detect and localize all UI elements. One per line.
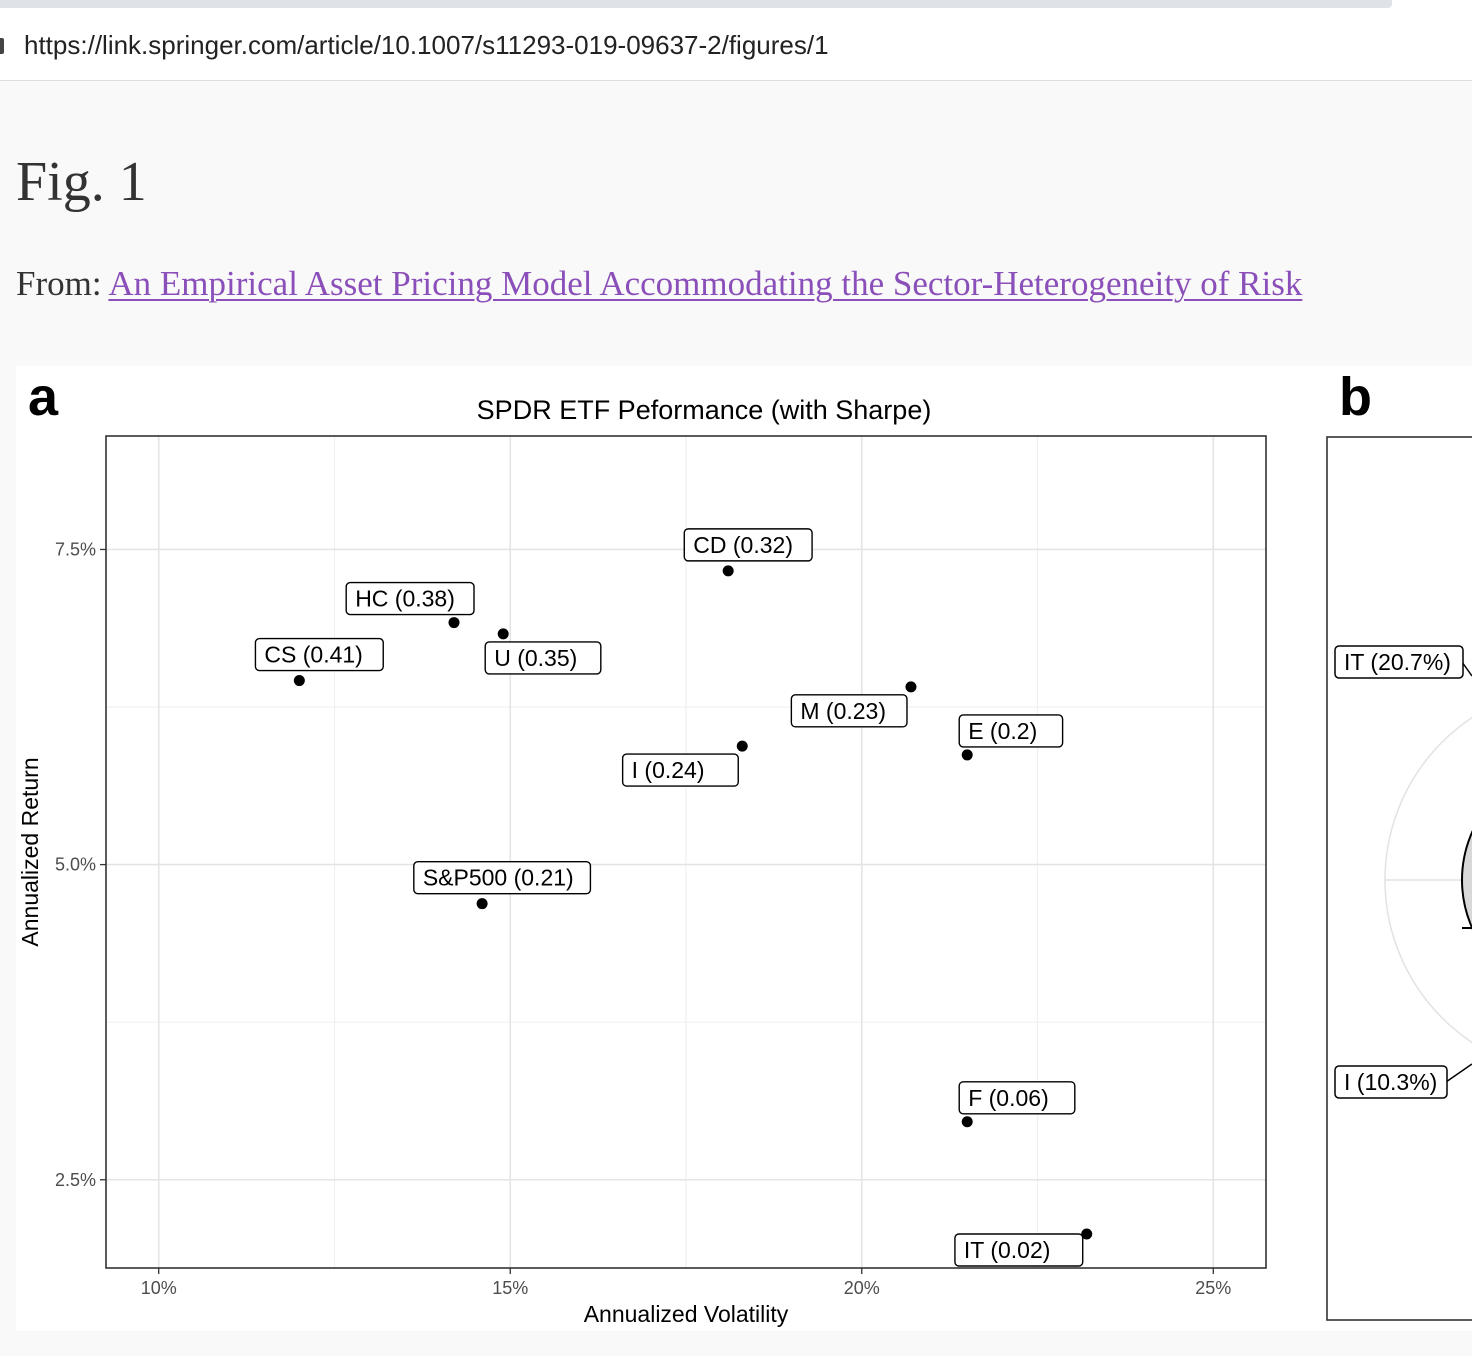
x-tick-label: 15% — [492, 1278, 528, 1298]
panel-b-letter: b — [1339, 367, 1372, 427]
point-label-box — [958, 1081, 1076, 1115]
data-point — [736, 740, 748, 752]
point-label-box — [345, 581, 475, 616]
figure-title: Fig. 1 — [16, 151, 147, 213]
from-label: From: — [16, 264, 102, 303]
browser-address-bar: https://link.springer.com/article/10.100… — [0, 0, 1472, 81]
panel-b-label-it: IT (20.7%) — [1344, 649, 1451, 675]
data-point — [1081, 1228, 1093, 1240]
point-label: F (0.06) — [968, 1085, 1049, 1111]
data-point — [293, 675, 305, 687]
data-point — [961, 749, 973, 761]
y-tick-label: 7.5% — [55, 539, 96, 559]
point-label: CS (0.41) — [264, 642, 362, 668]
chart-title: SPDR ETF Peformance (with Sharpe) — [477, 395, 932, 425]
panel-b-leader-2 — [1445, 1063, 1472, 1083]
data-point — [476, 898, 488, 910]
figure-svg: a b SPDR ETF Peformance (with Sharpe) 10… — [17, 367, 1472, 1327]
plot-border — [105, 435, 1267, 1269]
x-axis-label: Annualized Volatility — [584, 1301, 789, 1327]
panel-b-pie — [1461, 830, 1472, 930]
article-link[interactable]: An Empirical Asset Pricing Model Accommo… — [108, 264, 1303, 303]
point-label: HC (0.38) — [355, 586, 455, 612]
url-text[interactable]: https://link.springer.com/article/10.100… — [24, 30, 829, 60]
point-label: E (0.2) — [968, 718, 1037, 744]
point-label-box — [413, 860, 592, 895]
point-label-box — [790, 694, 908, 728]
x-tick-label: 20% — [844, 1278, 880, 1298]
point-label-box — [954, 1233, 1084, 1267]
data-points: CD (0.32) HC (0.38) U (0.35) CS (0.41) M (0.… — [254, 528, 1093, 1267]
y-tick-label: 5.0% — [55, 855, 96, 875]
data-point — [497, 628, 509, 640]
point-label: S&P500 (0.21) — [423, 865, 574, 891]
panel-b-label-box-it — [1334, 645, 1464, 679]
source-line: From: An Empirical Asset Pricing Model A… — [16, 264, 1302, 304]
figure-image: a b SPDR ETF Peformance (with Sharpe) 10… — [16, 366, 1472, 1331]
point-label-box — [254, 637, 384, 672]
lock-icon — [0, 38, 4, 54]
data-point — [448, 617, 460, 629]
x-tick-label: 10% — [141, 1278, 177, 1298]
point-label: CD (0.32) — [693, 532, 793, 558]
panel-b-border — [1326, 436, 1472, 1321]
point-label: IT (0.02) — [964, 1237, 1051, 1263]
grid-lines — [106, 436, 1266, 1268]
point-label: U (0.35) — [494, 645, 577, 671]
panel-a-letter: a — [28, 367, 59, 427]
point-label-box — [484, 641, 602, 675]
point-label: I (0.24) — [632, 757, 705, 783]
axis-ticks: 10% 15% 20% 25% 2.5% 5.0% 7.5% — [55, 539, 1231, 1298]
point-label-box — [621, 753, 739, 787]
y-axis-label: Annualized Return — [17, 757, 43, 946]
data-point — [961, 1116, 973, 1128]
data-point — [905, 681, 917, 693]
panel-b-chart: IT (20.7%) I (10.3%) — [1326, 436, 1472, 1321]
point-label-box — [683, 528, 813, 562]
point-label: M (0.23) — [800, 698, 886, 724]
panel-b-label-i: I (10.3%) — [1344, 1069, 1437, 1095]
tab-strip — [0, 0, 1392, 8]
panel-b-label-box-i — [1334, 1065, 1448, 1099]
y-tick-label: 2.5% — [55, 1170, 96, 1190]
x-tick-label: 25% — [1195, 1278, 1231, 1298]
data-point — [722, 565, 734, 577]
point-label-box — [958, 714, 1064, 748]
